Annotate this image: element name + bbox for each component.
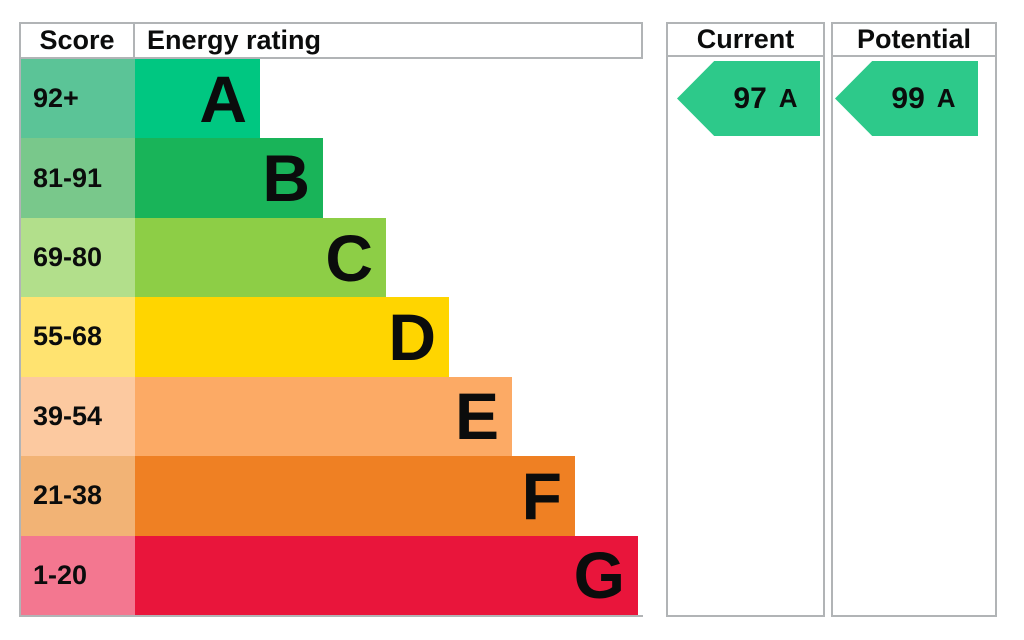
band-bar-c: C	[135, 217, 386, 298]
band-bar-e: E	[135, 376, 512, 457]
score-range-e: 39-54	[21, 376, 135, 457]
band-bar-b: B	[135, 138, 323, 218]
band-row-d: 55-68 D	[21, 297, 643, 377]
rating-table: Score Energy rating 92+ A 81-91 B 69-80 …	[19, 22, 643, 617]
band-bar-f: F	[135, 456, 575, 536]
score-range-a: 92+	[21, 59, 135, 139]
band-row-e: 39-54 E	[21, 376, 643, 457]
potential-column-header: Potential	[833, 24, 995, 57]
score-range-f: 21-38	[21, 456, 135, 536]
band-row-g: 1-20 G	[21, 535, 643, 615]
current-rating-value: 97	[733, 81, 767, 115]
score-range-d: 55-68	[21, 297, 135, 377]
band-row-f: 21-38 F	[21, 456, 643, 536]
current-rating-band-letter: A	[778, 83, 798, 113]
score-range-g: 1-20	[21, 535, 135, 615]
score-column-header: Score	[21, 24, 135, 57]
band-bar-g: G	[135, 535, 638, 615]
potential-rating-band-letter: A	[936, 83, 956, 113]
score-range-c: 69-80	[21, 217, 135, 298]
score-range-b: 81-91	[21, 138, 135, 218]
band-bar-a: A	[135, 59, 260, 139]
band-row-a: 92+ A	[21, 59, 643, 139]
rating-table-header: Score Energy rating	[21, 24, 643, 59]
band-row-c: 69-80 C	[21, 217, 643, 298]
rating-table-body: 92+ A 81-91 B 69-80 C 55-68 D 39-54 E 21…	[21, 59, 643, 615]
energy-rating-column-header: Energy rating	[135, 24, 643, 57]
potential-rating-value: 99	[891, 81, 925, 115]
band-bar-d: D	[135, 297, 449, 377]
band-row-b: 81-91 B	[21, 138, 643, 218]
current-column-header: Current	[668, 24, 823, 57]
